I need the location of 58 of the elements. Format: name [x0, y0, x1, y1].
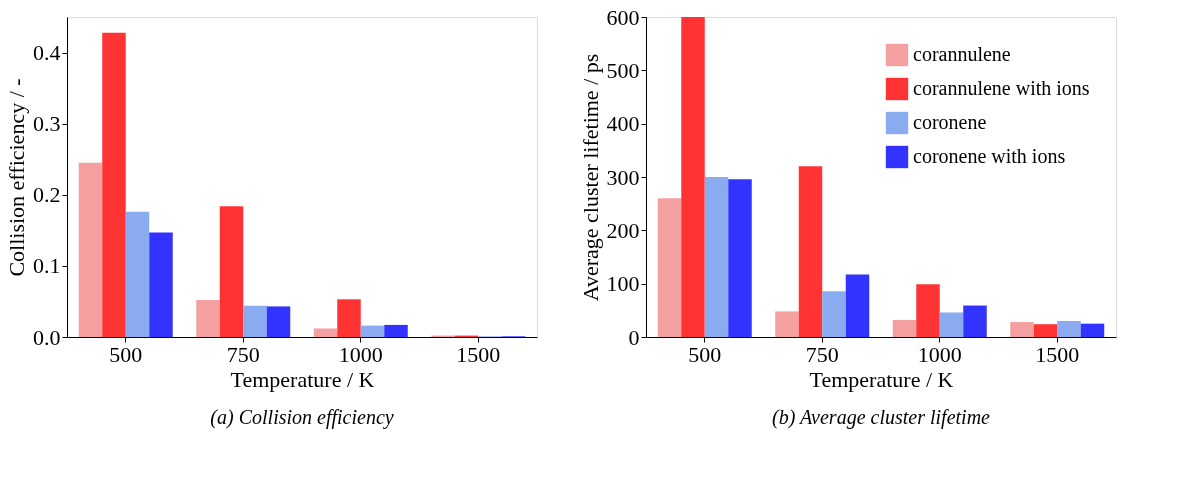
- bar: [892, 319, 917, 337]
- bar: [1080, 323, 1105, 337]
- x-tick-label: 500: [688, 341, 722, 367]
- bar: [775, 311, 799, 337]
- bar: [1010, 322, 1034, 337]
- bar: [243, 305, 267, 337]
- bar: [1033, 324, 1058, 337]
- y-tick-label: 0.2: [33, 182, 61, 208]
- y-tick-label: 0: [628, 324, 640, 350]
- bar: [1057, 321, 1081, 337]
- bar: [337, 299, 361, 337]
- legend-label: corannulene with ions: [913, 77, 1090, 99]
- bar: [149, 232, 173, 337]
- y-tick-label: 0.0: [33, 324, 61, 350]
- y-tick-label: 600: [606, 4, 640, 30]
- y-axis-title: Collision efficiency / -: [4, 78, 29, 277]
- y-tick-label: 500: [606, 57, 640, 83]
- legend-label: coronene with ions: [913, 145, 1066, 167]
- legend-label: coronene: [913, 111, 987, 133]
- bar: [822, 291, 846, 337]
- x-axis-title: Temperature / K: [230, 366, 375, 392]
- y-tick-label: 300: [606, 164, 640, 190]
- bar: [196, 300, 220, 337]
- y-axis-title: Average cluster lifetime / ps: [577, 53, 603, 302]
- legend-label: corannulene: [913, 43, 1011, 65]
- x-axis-title: Temperature / K: [809, 366, 954, 392]
- x-tick-label: 750: [805, 341, 839, 367]
- x-tick-label: 1000: [917, 341, 962, 367]
- bar: [78, 162, 103, 337]
- bar: [845, 274, 870, 337]
- y-tick-label: 0.4: [33, 40, 61, 66]
- bar: [704, 177, 729, 337]
- x-tick-label: 750: [226, 341, 260, 367]
- y-tick-label: 100: [606, 271, 640, 297]
- bar: [657, 198, 682, 337]
- bar: [360, 325, 385, 337]
- x-tick-label: 1000: [338, 341, 383, 367]
- text: (b) Average cluster lifetime: [772, 406, 991, 429]
- bar: [219, 206, 244, 337]
- bar: [266, 306, 291, 337]
- x-tick-label: 1500: [1035, 341, 1080, 367]
- x-tick-label: 1500: [456, 341, 501, 367]
- bar: [728, 179, 752, 337]
- bar: [102, 32, 126, 337]
- bar: [681, 17, 705, 337]
- y-tick-label: 400: [606, 111, 640, 137]
- text: (a) Collision efficiency: [210, 406, 394, 429]
- bar: [125, 211, 150, 337]
- y-tick-label: 0.3: [33, 111, 61, 137]
- bar: [916, 284, 940, 337]
- bar: [313, 328, 338, 337]
- y-tick-label: 200: [606, 217, 640, 243]
- bar: [939, 312, 964, 337]
- bar: [384, 324, 408, 337]
- y-tick-label: 0.1: [33, 253, 61, 279]
- bar: [798, 166, 823, 337]
- x-tick-label: 500: [109, 341, 143, 367]
- bar: [963, 305, 987, 337]
